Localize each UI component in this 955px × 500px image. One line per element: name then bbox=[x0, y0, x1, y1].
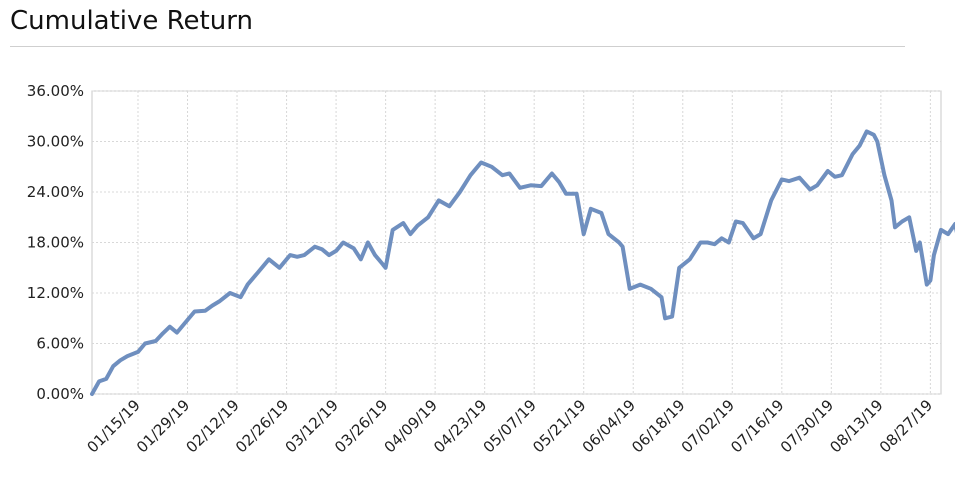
x-tick-label: 06/04/19 bbox=[579, 396, 639, 456]
x-tick-label: 05/21/19 bbox=[529, 396, 589, 456]
x-tick-label: 01/29/19 bbox=[133, 396, 193, 456]
grid-lines bbox=[92, 90, 941, 395]
y-tick-label: 36.00% bbox=[27, 82, 84, 100]
x-tick-label: 04/09/19 bbox=[381, 396, 441, 456]
x-tick-label: 03/12/19 bbox=[282, 396, 342, 456]
x-tick-label: 03/26/19 bbox=[331, 396, 391, 456]
x-tick-label: 07/16/19 bbox=[727, 396, 787, 456]
x-axis-ticks: 01/15/1901/29/1902/12/1902/26/1903/12/19… bbox=[83, 396, 936, 456]
x-tick-label: 06/18/19 bbox=[628, 396, 688, 456]
y-tick-label: 30.00% bbox=[27, 133, 84, 151]
chart-panel-title: Cumulative Return bbox=[10, 6, 253, 36]
series-group bbox=[90, 129, 955, 396]
y-tick-label: 24.00% bbox=[27, 183, 84, 201]
y-tick-label: 18.00% bbox=[27, 234, 84, 252]
y-tick-label: 12.00% bbox=[27, 284, 84, 302]
x-tick-label: 07/30/19 bbox=[777, 396, 837, 456]
cumulative-return-line bbox=[90, 129, 955, 396]
x-tick-label: 07/02/19 bbox=[678, 396, 738, 456]
x-tick-label: 04/23/19 bbox=[430, 396, 490, 456]
x-tick-label: 01/15/19 bbox=[83, 396, 143, 456]
x-tick-label: 05/07/19 bbox=[480, 396, 540, 456]
y-tick-label: 0.00% bbox=[36, 385, 84, 403]
y-axis-ticks: 0.00% 6.00% 12.00% 18.00% 24.00% 30.00% 36.00% bbox=[27, 82, 84, 403]
x-tick-label: 02/26/19 bbox=[232, 396, 292, 456]
x-tick-label: 02/12/19 bbox=[182, 396, 242, 456]
y-tick-label: 6.00% bbox=[36, 335, 84, 353]
x-tick-label: 08/27/19 bbox=[876, 396, 936, 456]
chart-panel-header: Cumulative Return bbox=[10, 6, 905, 47]
x-tick-label: 08/13/19 bbox=[826, 396, 886, 456]
